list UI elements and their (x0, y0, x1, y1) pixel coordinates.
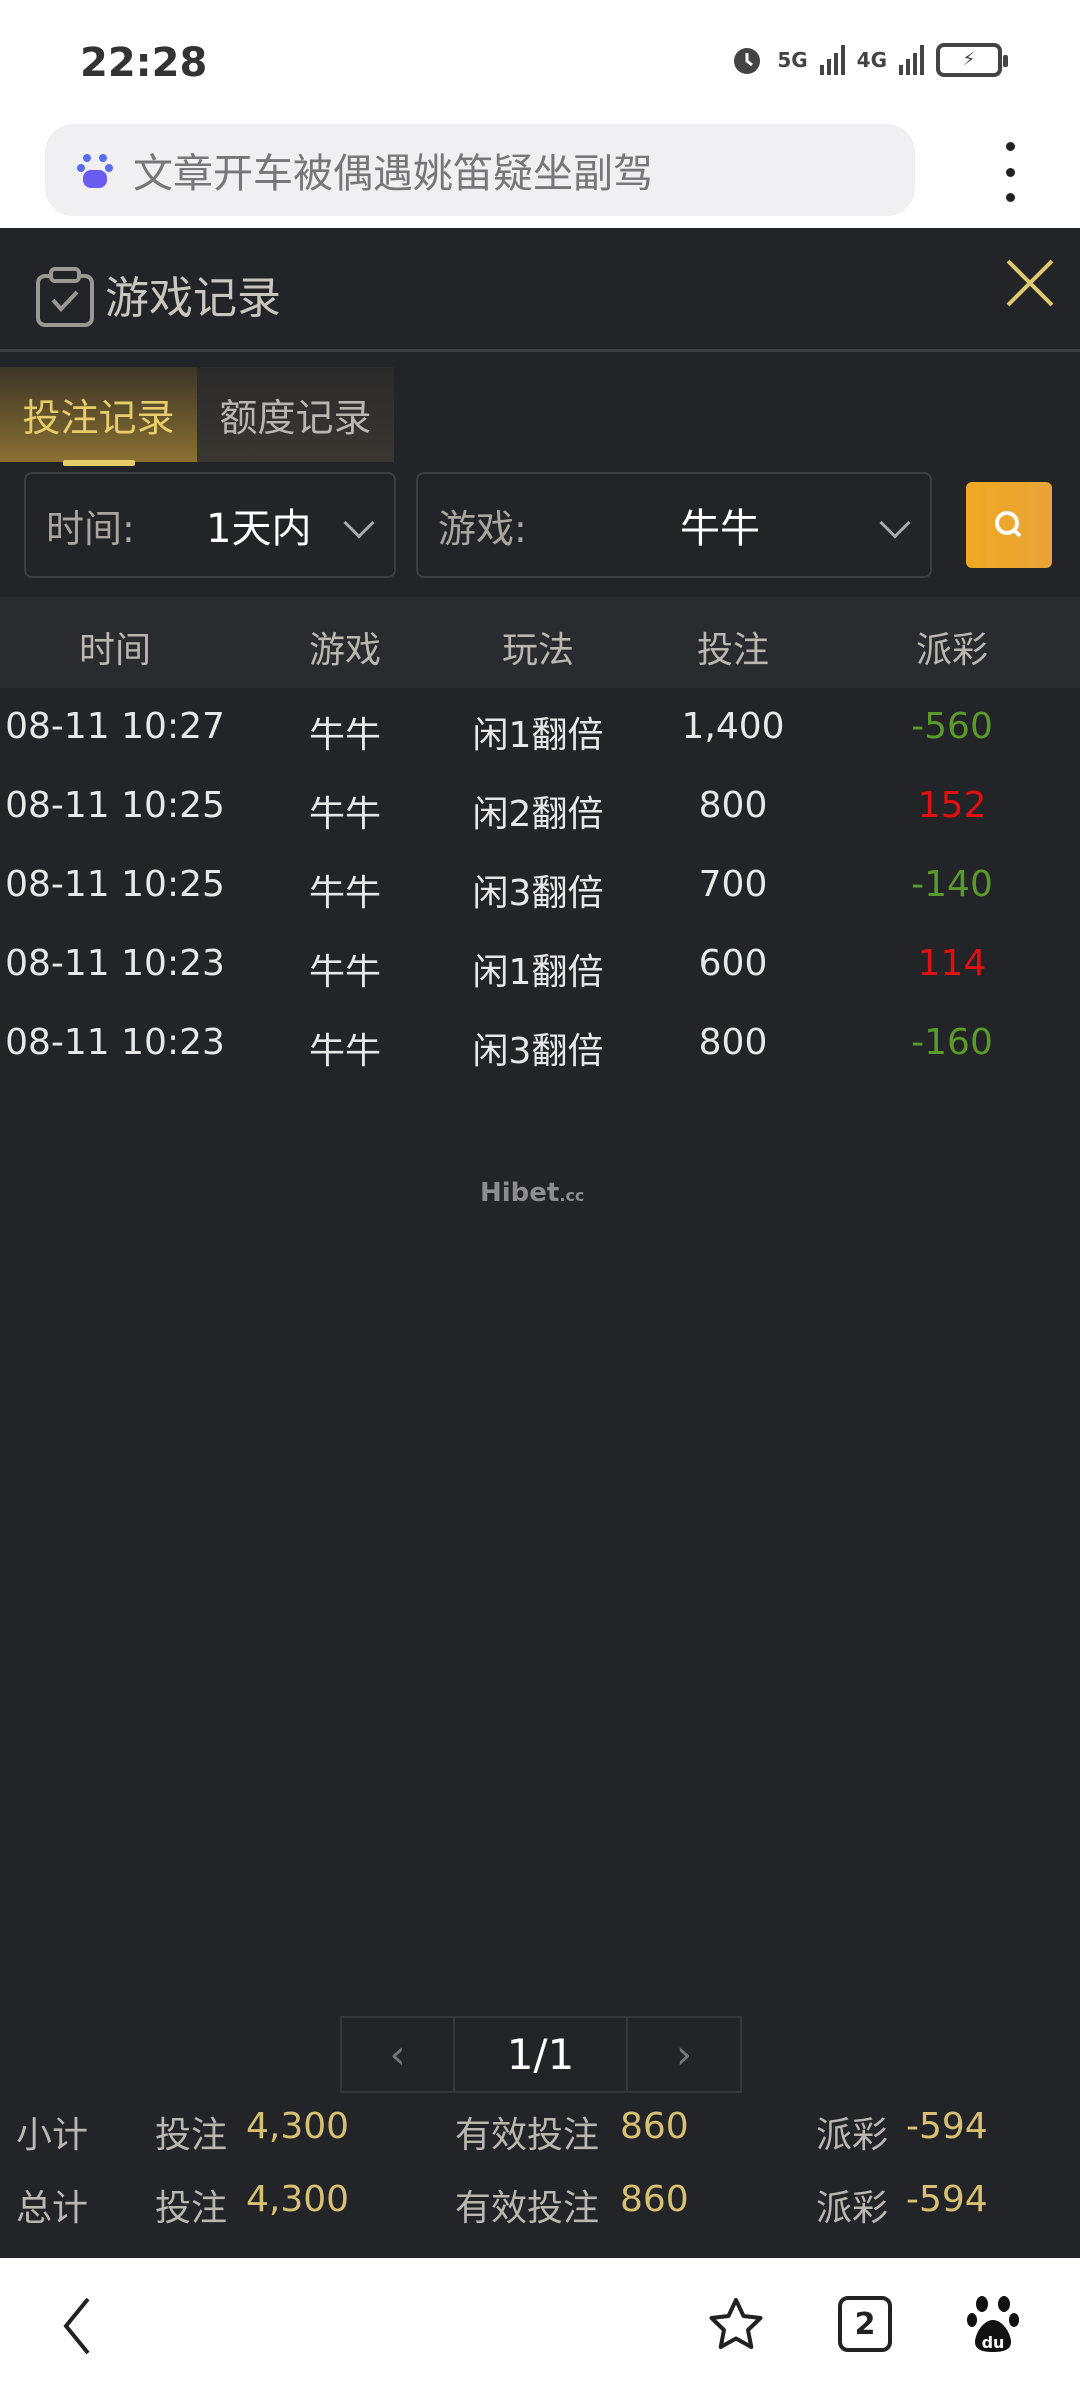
time-filter-value: 1天内 (206, 506, 312, 552)
row-play: 闲3翻倍 (472, 873, 604, 914)
baidu-icon (77, 154, 113, 188)
alarm-icon (734, 48, 761, 74)
clock: 22:28 (80, 40, 208, 86)
row-play: 闲3翻倍 (472, 1031, 604, 1072)
subtotal-label: 小计 (16, 2115, 89, 2156)
status-icons: 5G 4G ⚡ (729, 42, 1008, 78)
row-time: 08-11 10:23 (5, 1022, 225, 1063)
active-tab-indicator (63, 460, 135, 466)
subtotal-bet: 4,300 (246, 2106, 350, 2147)
row-payout: 152 (917, 785, 987, 826)
header-time: 时间 (78, 630, 152, 671)
chevron-down-icon (343, 507, 375, 539)
search-button[interactable] (966, 482, 1052, 568)
next-page-button[interactable]: › (676, 2031, 692, 2078)
game-filter-value: 牛牛 (680, 506, 760, 552)
svg-text:du: du (982, 2333, 1005, 2352)
row-time: 08-11 10:25 (5, 785, 225, 826)
total-payout: -594 (906, 2179, 988, 2220)
total-bet: 4,300 (246, 2179, 350, 2220)
row-time: 08-11 10:23 (5, 943, 225, 984)
table-row: 08-11 10:25 牛牛 闲3翻倍 700 -140 (0, 846, 1080, 925)
baidu-paw-icon[interactable]: du (966, 2294, 1020, 2354)
row-play: 闲1翻倍 (472, 715, 604, 756)
table-row: 08-11 10:23 牛牛 闲1翻倍 600 114 (0, 925, 1080, 1004)
more-menu-button[interactable] (995, 142, 1025, 202)
row-play: 闲2翻倍 (472, 794, 604, 835)
browser-bottom-bar: 2 du (0, 2258, 1080, 2388)
star-bookmark-icon[interactable] (706, 2296, 766, 2354)
header-bet: 投注 (696, 630, 770, 671)
tabs-count-button[interactable]: 2 (838, 2296, 892, 2352)
dialog-title: 游戏记录 (105, 273, 281, 324)
close-icon[interactable] (1000, 253, 1060, 313)
pagination: ‹ 1/1 › (340, 2016, 742, 2093)
back-icon[interactable] (58, 2296, 98, 2356)
table-header: 时间 游戏 玩法 投注 派彩 (0, 597, 1080, 688)
page-indicator: 1/1 (455, 2018, 628, 2091)
table-row: 08-11 10:25 牛牛 闲2翻倍 800 152 (0, 767, 1080, 846)
row-game: 牛牛 (308, 952, 382, 993)
row-bet: 700 (698, 864, 768, 905)
game-records-dialog: 游戏记录 投注记录 额度记录 时间: 1天内 游戏: 牛牛 时间 游戏 玩法 投… (0, 228, 1080, 2258)
subtotal-payout: -594 (906, 2106, 988, 2147)
row-game: 牛牛 (308, 715, 382, 756)
row-bet: 600 (698, 943, 768, 984)
row-game: 牛牛 (308, 873, 382, 914)
prev-page-button[interactable]: ‹ (342, 2018, 455, 2091)
row-payout: -560 (911, 706, 993, 747)
search-icon (995, 511, 1022, 538)
total-label: 总计 (16, 2188, 89, 2229)
subtotal-payout-label: 派彩 (816, 2115, 889, 2156)
row-payout: -160 (911, 1022, 993, 1063)
row-payout: 114 (917, 943, 987, 984)
network-4g-label: 4G (856, 48, 887, 72)
row-game: 牛牛 (308, 1031, 382, 1072)
row-bet: 800 (698, 1022, 768, 1063)
subtotal-valid-label: 有效投注 (455, 2115, 600, 2156)
signal-5g-icon (819, 45, 845, 75)
tab-credit-records[interactable]: 额度记录 (197, 367, 394, 462)
url-text: 文章开车被偶遇姚笛疑坐副驾 (133, 151, 653, 197)
total-valid-label: 有效投注 (455, 2188, 600, 2229)
signal-4g-icon (899, 45, 924, 75)
total-valid: 860 (620, 2179, 689, 2220)
subtotal-valid: 860 (620, 2106, 689, 2147)
dialog-header: 游戏记录 (0, 228, 1080, 352)
total-payout-label: 派彩 (816, 2188, 889, 2229)
time-filter-label: 时间: (46, 506, 135, 551)
network-5g-label: 5G (777, 48, 808, 72)
header-play: 玩法 (501, 630, 575, 671)
header-payout: 派彩 (915, 630, 989, 671)
row-payout: -140 (911, 864, 993, 905)
game-filter-label: 游戏: (438, 506, 527, 551)
address-bar[interactable]: 文章开车被偶遇姚笛疑坐副驾 (45, 124, 915, 216)
hibet-watermark-logo: Hibet.cc (480, 1178, 585, 1208)
table-row: 08-11 10:23 牛牛 闲3翻倍 800 -160 (0, 1004, 1080, 1083)
row-time: 08-11 10:27 (5, 706, 225, 747)
tab-bet-records[interactable]: 投注记录 (0, 367, 197, 462)
chevron-down-icon (879, 507, 911, 539)
total-bet-label: 投注 (155, 2188, 228, 2229)
battery-charging-icon: ⚡ (936, 43, 1008, 77)
time-filter-select[interactable]: 时间: 1天内 (24, 472, 396, 578)
header-game: 游戏 (308, 630, 382, 671)
subtotal-row: 小计 投注 4,300 有效投注 860 派彩 -594 (0, 2106, 1080, 2166)
game-filter-select[interactable]: 游戏: 牛牛 (416, 472, 932, 578)
row-time: 08-11 10:25 (5, 864, 225, 905)
row-bet: 800 (698, 785, 768, 826)
total-row: 总计 投注 4,300 有效投注 860 派彩 -594 (0, 2179, 1080, 2239)
status-bar: 22:28 5G 4G ⚡ (0, 0, 1080, 120)
subtotal-bet-label: 投注 (155, 2115, 228, 2156)
row-play: 闲1翻倍 (472, 952, 604, 993)
row-bet: 1,400 (681, 706, 785, 747)
table-row: 08-11 10:27 牛牛 闲1翻倍 1,400 -560 (0, 688, 1080, 767)
row-game: 牛牛 (308, 794, 382, 835)
clipboard-check-icon (36, 267, 94, 327)
